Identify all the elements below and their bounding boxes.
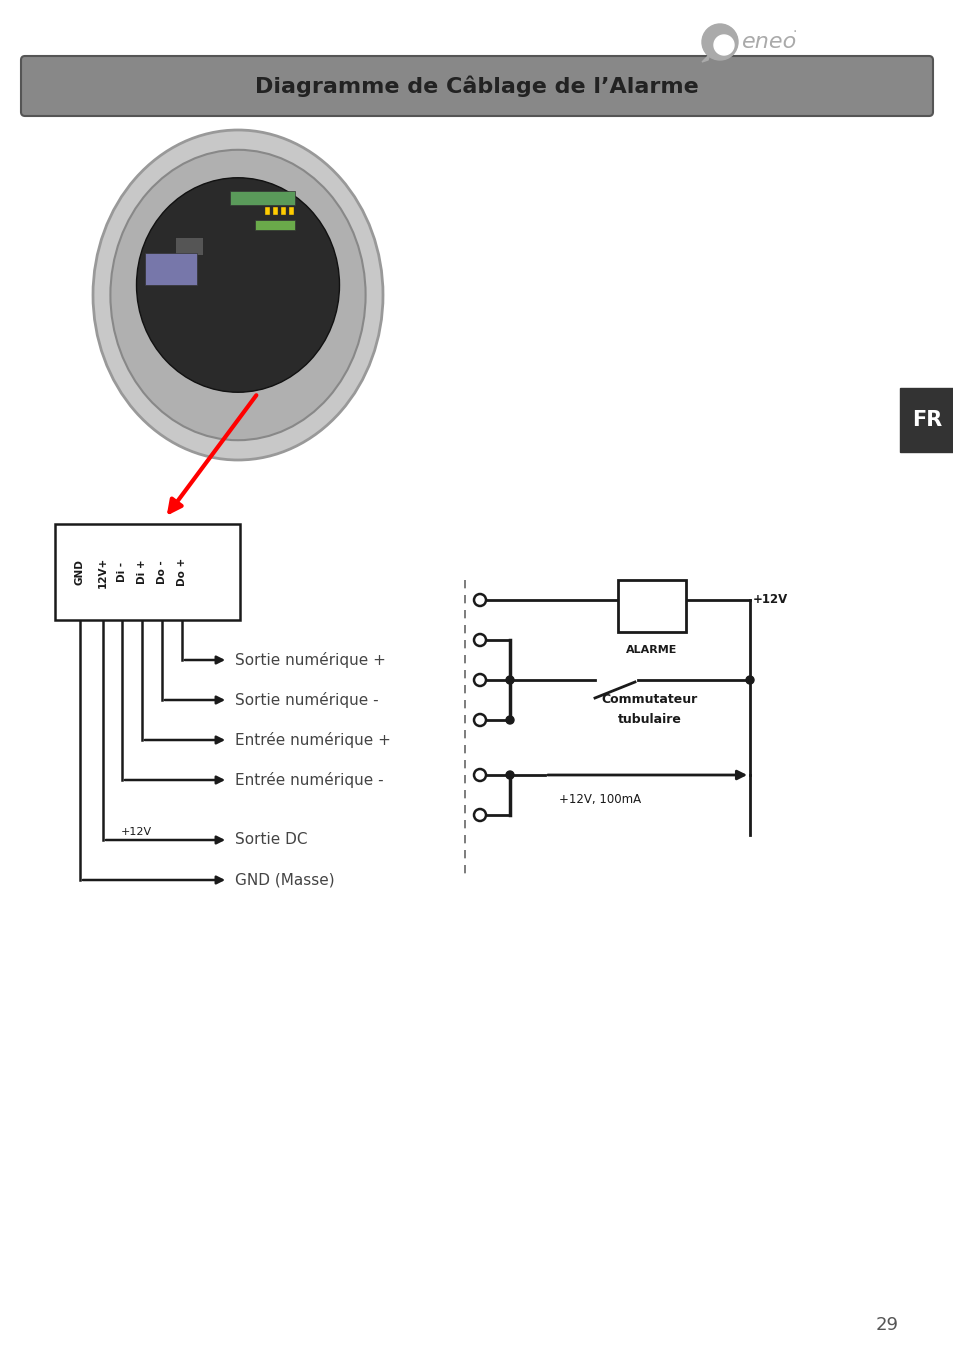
Bar (273, 207, 277, 215)
Polygon shape (701, 54, 709, 62)
Circle shape (745, 676, 753, 684)
Text: GND (Masse): GND (Masse) (234, 872, 335, 887)
Bar (289, 207, 294, 215)
Text: eneo: eneo (741, 32, 797, 51)
Circle shape (474, 634, 485, 646)
Bar (281, 207, 286, 215)
Bar (618, 580, 685, 632)
Text: Do -: Do - (157, 561, 167, 584)
Text: 29: 29 (875, 1316, 898, 1334)
Ellipse shape (136, 177, 339, 393)
Text: Sortie numérique -: Sortie numérique - (234, 692, 378, 708)
Text: 12V+: 12V+ (98, 556, 108, 588)
Text: Di -: Di - (117, 562, 127, 582)
Text: Diagramme de Câblage de l’Alarme: Diagramme de Câblage de l’Alarme (254, 76, 699, 96)
Ellipse shape (111, 150, 365, 440)
Text: +12V, 100mA: +12V, 100mA (558, 793, 640, 807)
Text: Commutateur: Commutateur (601, 693, 698, 707)
Bar (265, 207, 270, 215)
Circle shape (713, 35, 733, 56)
FancyBboxPatch shape (21, 56, 932, 116)
Bar (230, 191, 294, 204)
Circle shape (474, 808, 485, 821)
Text: ·: · (792, 24, 797, 39)
Bar (899, 389, 953, 452)
Bar (174, 237, 203, 255)
Circle shape (474, 769, 485, 781)
Bar (55, 524, 240, 620)
Bar (145, 253, 196, 284)
Text: Entrée numérique +: Entrée numérique + (234, 733, 391, 747)
Text: ALARME: ALARME (626, 645, 677, 655)
Circle shape (474, 674, 485, 686)
Text: Sortie numérique +: Sortie numérique + (234, 653, 385, 668)
Circle shape (474, 714, 485, 726)
Text: Entrée numérique -: Entrée numérique - (234, 772, 383, 788)
Circle shape (505, 676, 514, 684)
Circle shape (505, 716, 514, 724)
Circle shape (474, 594, 485, 607)
Text: Di +: Di + (137, 559, 147, 585)
Text: +12V: +12V (752, 593, 787, 607)
Text: tubulaire: tubulaire (618, 714, 681, 727)
Bar (254, 219, 294, 230)
Circle shape (701, 24, 738, 60)
Text: +12V: +12V (121, 827, 152, 837)
Text: FR: FR (911, 410, 942, 431)
Circle shape (505, 770, 514, 779)
Text: Do +: Do + (177, 558, 187, 586)
Text: GND: GND (75, 559, 85, 585)
Text: Sortie DC: Sortie DC (234, 833, 307, 848)
Ellipse shape (92, 130, 382, 460)
